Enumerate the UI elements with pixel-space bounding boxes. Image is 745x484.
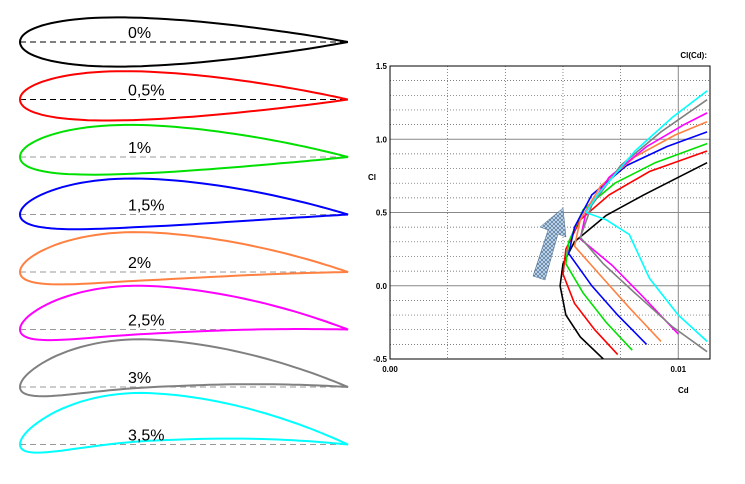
airfoil (18, 123, 349, 176)
airfoil-label: 1% (128, 140, 151, 157)
airfoil-label: 1,5% (128, 198, 164, 215)
polar-curve (579, 99, 708, 353)
curves (559, 90, 708, 359)
x-tick-label: 0.01 (670, 365, 686, 374)
airfoil (18, 231, 349, 286)
airfoil-label: 2,5% (128, 313, 164, 330)
y-tick-label: 1.5 (376, 62, 388, 71)
airfoil (18, 338, 349, 398)
y-tick-label: 1.0 (376, 135, 388, 144)
chart-title: Cl(Cd): (680, 51, 707, 60)
y-tick-label: 0.0 (376, 282, 388, 291)
airfoil (18, 284, 349, 342)
x-tick-label: 0.00 (382, 365, 398, 374)
airfoil-label: 0% (128, 25, 151, 42)
airfoil-panel: 0% 0,5% 1% 1,5% 2% 2,5% 3% 3,5% (18, 16, 349, 454)
airfoil (18, 391, 349, 454)
y-tick-label: 0.5 (376, 209, 388, 218)
airfoil-label: 3,5% (128, 428, 164, 445)
polar-curve (567, 131, 708, 345)
polar-curve (573, 120, 708, 342)
airfoil (18, 16, 349, 68)
airfoil-label: 2% (128, 255, 151, 272)
airfoil (18, 70, 349, 122)
airfoil-label: 0,5% (128, 83, 164, 100)
airfoil-label: 3% (128, 370, 151, 387)
y-tick-label: -0.5 (373, 355, 387, 364)
polar-curve (562, 150, 708, 356)
airfoil (18, 177, 349, 231)
plot-frame (389, 65, 711, 360)
polar-curve (565, 142, 708, 351)
arrow (532, 207, 567, 281)
x-axis-label: Cd (678, 386, 689, 395)
polar-chart: Cl(Cd): Cl Cd -0.5 0.0 0.5 1.0 1.5 0.00 0.01 (368, 51, 711, 395)
y-axis-label: Cl (368, 173, 376, 182)
polar-curve (584, 90, 708, 342)
